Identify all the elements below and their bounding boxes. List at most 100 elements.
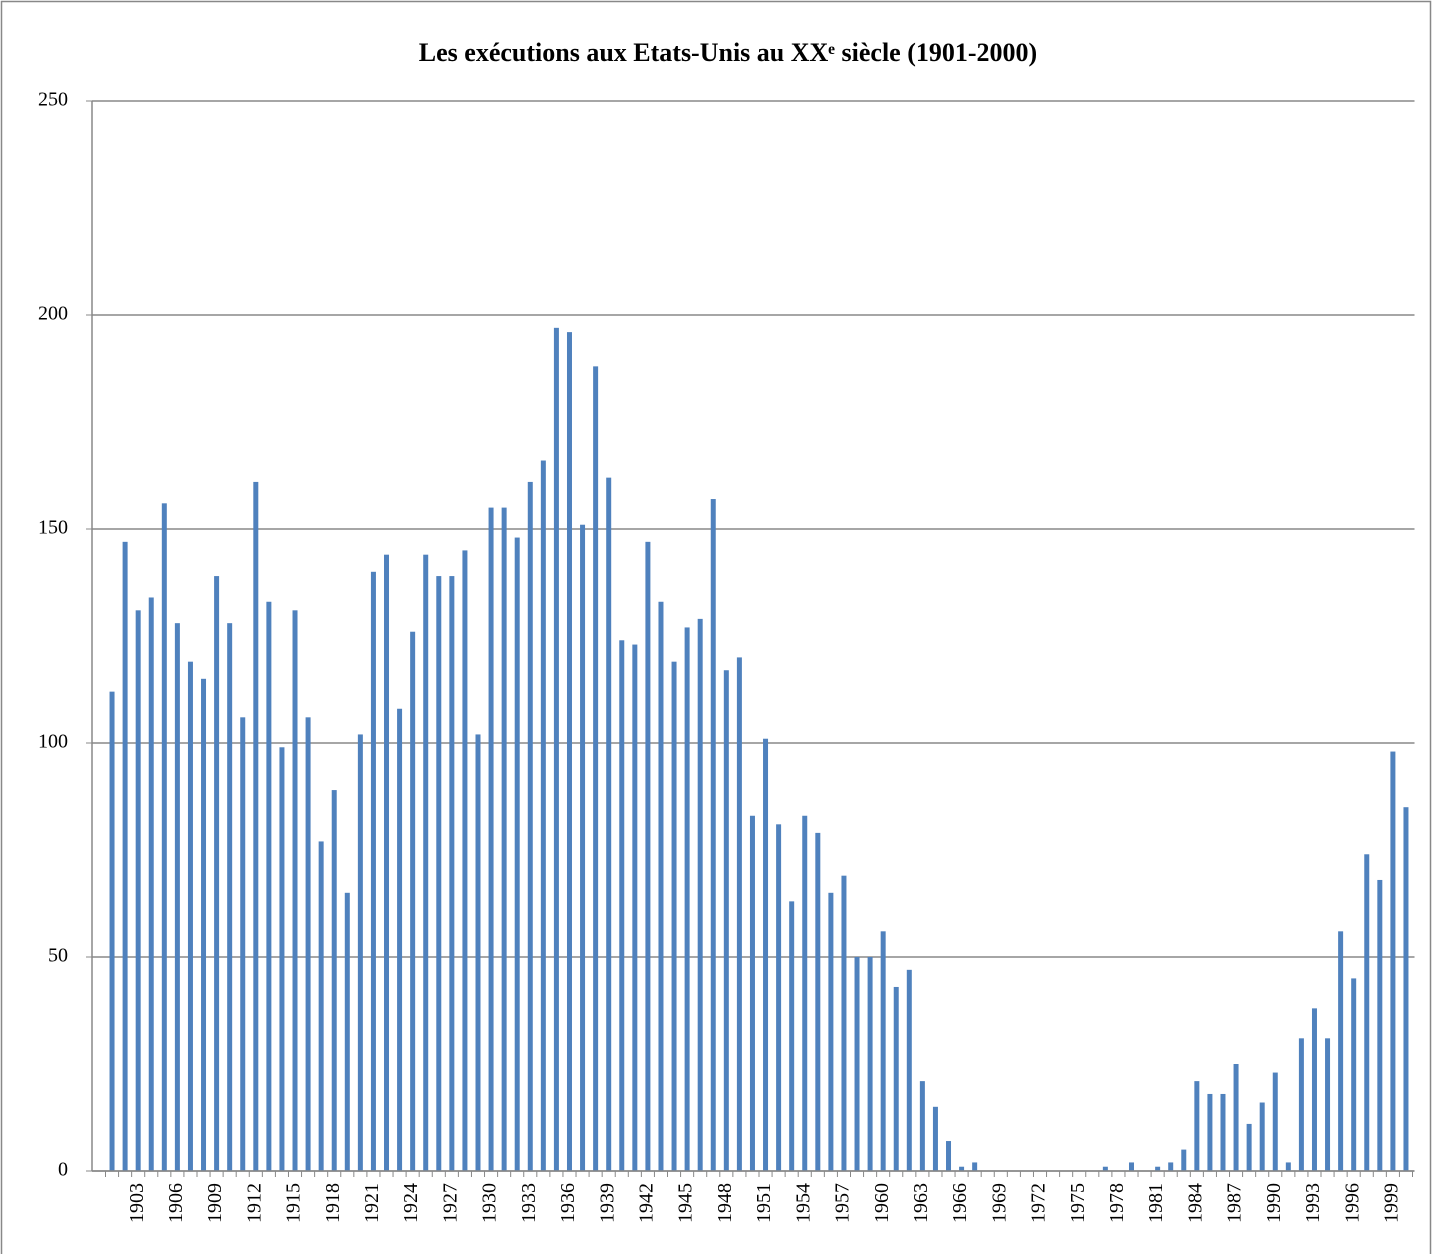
bar: [580, 524, 586, 1171]
x-tick-label: 1906: [165, 1183, 187, 1223]
bar: [906, 969, 912, 1171]
bar: [1272, 1072, 1278, 1171]
y-tick-label: 150: [38, 517, 68, 539]
x-tick-label: 1918: [322, 1183, 344, 1223]
bar: [658, 601, 664, 1171]
bar: [527, 481, 533, 1171]
bar: [671, 661, 677, 1171]
x-tick-label: 1942: [635, 1183, 657, 1223]
x-tick-label: 1972: [1028, 1183, 1050, 1223]
x-tick-label: 1915: [283, 1183, 305, 1223]
bar: [841, 875, 847, 1171]
bar: [749, 815, 755, 1171]
x-tick-label: 1975: [1067, 1183, 1089, 1223]
bar: [789, 901, 795, 1171]
x-tick-label: 1969: [988, 1183, 1010, 1223]
bar: [763, 738, 769, 1171]
bar: [854, 957, 860, 1171]
x-tick-label: 1966: [949, 1183, 971, 1223]
bar: [501, 507, 507, 1172]
bar: [606, 477, 612, 1171]
bar: [1220, 1093, 1226, 1171]
bar: [384, 554, 390, 1171]
bar: [1102, 1166, 1108, 1171]
bar: [1338, 931, 1344, 1171]
bar: [540, 460, 546, 1171]
bar: [148, 597, 154, 1171]
bar: [462, 550, 468, 1171]
bar: [370, 571, 376, 1171]
bar: [1168, 1162, 1174, 1171]
x-tick-label: 1990: [1263, 1183, 1285, 1223]
x-tick-label: 1963: [910, 1183, 932, 1223]
bar: [331, 790, 337, 1171]
bar: [227, 623, 233, 1171]
y-tick-label: 250: [38, 89, 68, 111]
bar: [645, 541, 651, 1171]
bar: [279, 747, 285, 1171]
bar: [436, 576, 442, 1171]
bar: [266, 601, 272, 1171]
x-tick-label: 1933: [518, 1183, 540, 1223]
bar: [1181, 1149, 1187, 1171]
bar: [815, 832, 821, 1171]
bar: [776, 824, 782, 1171]
x-tick-label: 1927: [439, 1183, 461, 1223]
bar: [593, 366, 599, 1171]
bar: [449, 576, 455, 1171]
x-tick-label: 1981: [1145, 1183, 1167, 1223]
x-tick-label: 1951: [753, 1183, 775, 1223]
bar: [723, 670, 729, 1171]
bar: [1298, 1038, 1304, 1171]
x-tick-label: 1999: [1380, 1183, 1402, 1223]
bar: [697, 618, 703, 1171]
bar: [959, 1166, 965, 1171]
bar: [187, 661, 193, 1171]
bar: [1325, 1038, 1331, 1171]
bar: [893, 986, 899, 1171]
bar: [1377, 879, 1383, 1171]
bar: [1364, 854, 1370, 1171]
bar: [214, 576, 220, 1171]
bar: [174, 623, 180, 1171]
bar: [1285, 1162, 1291, 1171]
x-tick-label: 1903: [126, 1183, 148, 1223]
x-tick-label: 1945: [675, 1183, 697, 1223]
bar: [684, 627, 690, 1171]
bar: [1207, 1093, 1213, 1171]
bar: [357, 734, 363, 1171]
x-tick-label: 1939: [596, 1183, 618, 1223]
x-tick-label: 1924: [400, 1183, 422, 1223]
bar: [1155, 1166, 1161, 1171]
bar: [932, 1106, 938, 1171]
bar: [802, 815, 808, 1171]
bar: [1128, 1162, 1134, 1171]
bar: [1259, 1102, 1265, 1171]
bar: [397, 708, 403, 1171]
y-tick-label: 100: [38, 731, 68, 753]
bar: [919, 1081, 925, 1171]
bar: [488, 507, 494, 1172]
bar: [122, 541, 128, 1171]
bar: [946, 1141, 952, 1171]
x-tick-label: 1984: [1184, 1183, 1206, 1223]
x-tick-label: 1921: [361, 1183, 383, 1223]
y-tick-label: 50: [48, 945, 68, 967]
y-tick-label: 200: [38, 303, 68, 325]
x-tick-label: 1960: [871, 1183, 893, 1223]
bar: [553, 327, 559, 1172]
bar: [475, 734, 481, 1171]
bar: [828, 892, 834, 1171]
x-tick-label: 1993: [1302, 1183, 1324, 1223]
bar: [240, 717, 246, 1171]
bar: [1403, 807, 1409, 1171]
bar: [292, 610, 298, 1171]
x-tick-label: 1987: [1224, 1183, 1246, 1223]
bar: [710, 499, 716, 1171]
x-tick-label: 1930: [479, 1183, 501, 1223]
x-tick-label: 1957: [832, 1183, 854, 1223]
x-tick-label: 1948: [714, 1183, 736, 1223]
bar: [619, 640, 625, 1171]
bar: [109, 691, 115, 1171]
